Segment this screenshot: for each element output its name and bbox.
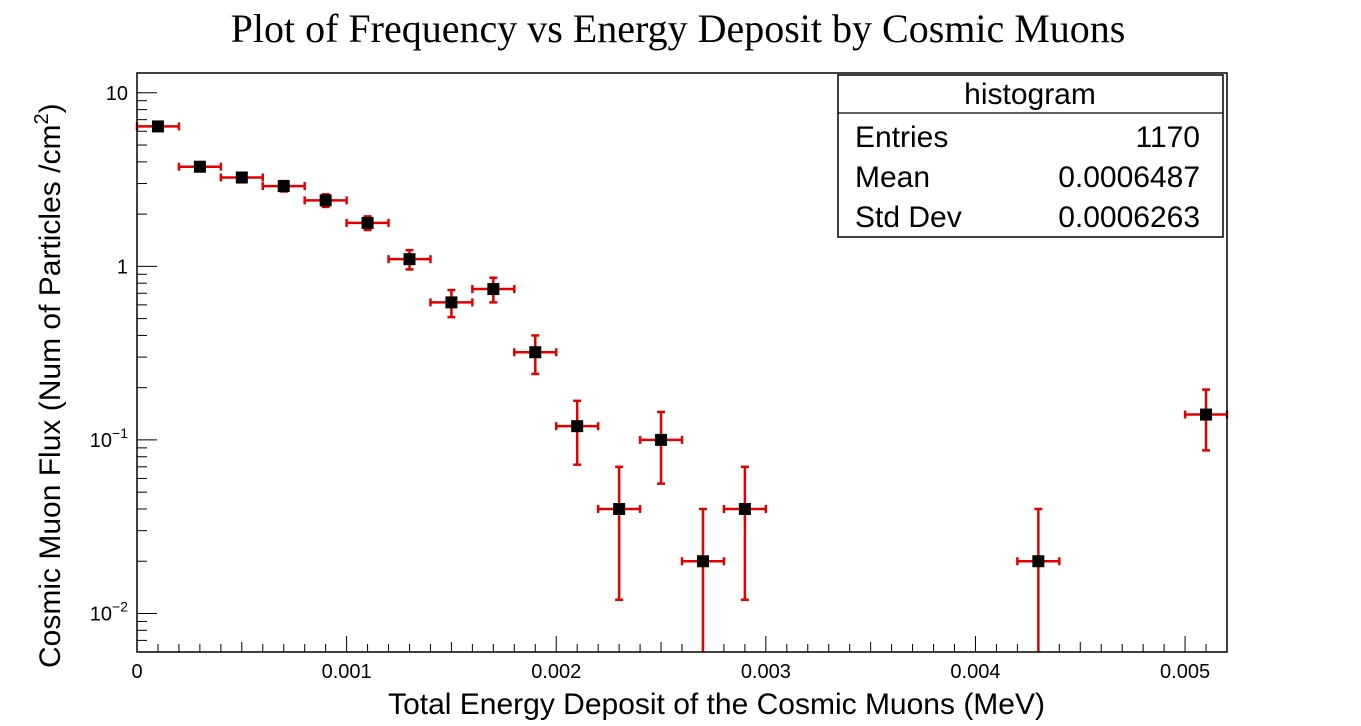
y-tick-label: 10−2 — [90, 598, 128, 625]
data-point — [471, 276, 516, 304]
y-tick-exponent: −2 — [112, 598, 128, 614]
data-marker — [235, 171, 248, 184]
y-tick-base: 10 — [90, 430, 112, 452]
x-tick-label: 0.004 — [950, 661, 1000, 683]
y-axis-label: Cosmic Muon Flux (Num of Particles /cm2) — [31, 103, 67, 668]
data-marker — [613, 502, 626, 515]
stats-stddev-value: 0.0006263 — [1058, 201, 1200, 234]
data-marker — [1032, 555, 1045, 568]
y-axis-label-main: Cosmic Muon Flux (Num of Particles /cm — [34, 125, 67, 668]
data-point — [722, 465, 768, 601]
y-tick-label: 1 — [117, 256, 128, 278]
chart-title: Plot of Frequency vs Energy Deposit by C… — [231, 6, 1126, 51]
stats-mean-label: Mean — [855, 161, 930, 194]
plot-frame — [136, 72, 1228, 653]
data-point — [554, 399, 600, 466]
y-tick-label: 10 — [106, 83, 128, 105]
data-point — [261, 179, 306, 193]
data-marker — [487, 283, 500, 296]
y-tick-base: 10 — [106, 83, 128, 105]
x-tick-label: 0.005 — [1160, 661, 1210, 683]
data-marker — [319, 194, 332, 207]
data-point — [219, 171, 265, 184]
data-marker — [445, 296, 458, 309]
data-marker — [403, 253, 416, 266]
data-point — [387, 248, 432, 271]
data-point — [177, 160, 223, 173]
data-marker — [529, 346, 542, 359]
data-marker — [738, 502, 751, 515]
data-point — [135, 120, 181, 133]
data-point — [345, 215, 390, 232]
stats-box-title: histogram — [964, 78, 1096, 111]
data-point — [680, 507, 726, 652]
data-point — [303, 193, 348, 209]
y-tick-base: 10 — [90, 603, 112, 625]
stats-entries-value: 1170 — [1135, 121, 1200, 154]
data-marker — [193, 160, 206, 173]
data-point — [1183, 388, 1229, 452]
data-marker — [655, 433, 668, 446]
data-point — [429, 288, 474, 319]
y-axis-label-close: ) — [34, 103, 67, 113]
data-marker — [1200, 408, 1213, 421]
stats-box-frame — [837, 74, 1224, 238]
x-tick-label: 0 — [131, 661, 142, 683]
data-marker — [571, 420, 584, 433]
data-point — [596, 465, 642, 601]
data-point — [513, 334, 558, 376]
data-marker — [361, 216, 374, 229]
y-axis-label-sup: 2 — [31, 113, 53, 124]
y-tick-exponent: −1 — [112, 425, 128, 441]
x-tick-label: 0.003 — [741, 661, 791, 683]
y-tick-label: 10−1 — [90, 425, 128, 452]
data-marker — [151, 120, 164, 133]
data-point — [638, 410, 684, 485]
data-point — [1016, 507, 1061, 652]
y-tick-base: 1 — [117, 256, 128, 278]
data-marker — [277, 180, 290, 193]
stats-mean-value: 0.0006487 — [1058, 161, 1200, 194]
x-axis-label: Total Energy Deposit of the Cosmic Muons… — [388, 688, 1045, 721]
x-tick-label: 0.002 — [531, 661, 581, 683]
stats-box: histogram Entries 1170 Mean 0.0006487 St… — [837, 74, 1224, 238]
stats-stddev-label: Std Dev — [855, 201, 962, 234]
x-tick-label: 0.001 — [322, 661, 372, 683]
data-points — [135, 120, 1229, 652]
data-marker — [696, 555, 709, 568]
stats-entries-label: Entries — [855, 121, 948, 154]
